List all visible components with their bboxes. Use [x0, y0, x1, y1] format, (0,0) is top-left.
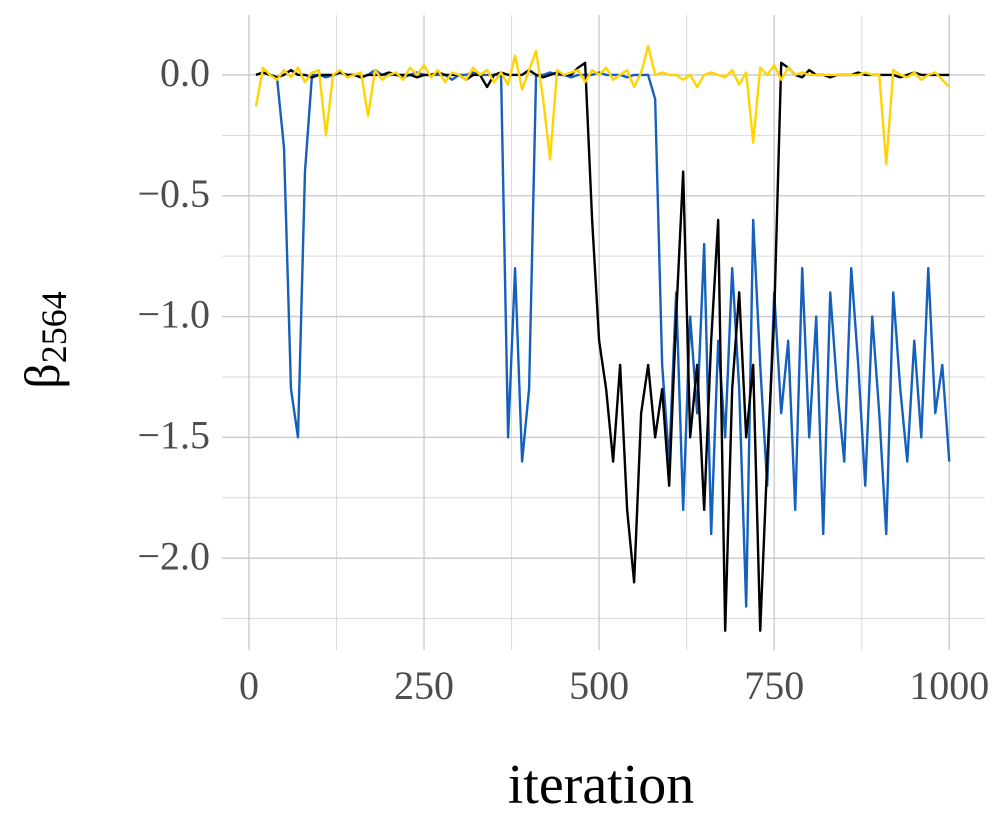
y-tick-label: −1.0 — [137, 292, 210, 337]
y-tick-label: −1.5 — [137, 413, 210, 458]
y-tick-label: −2.0 — [137, 533, 210, 578]
y-tick-label: 0.0 — [160, 50, 210, 95]
x-tick-label: 0 — [239, 663, 259, 708]
trace-line — [255, 61, 950, 632]
x-tick-label: 750 — [744, 663, 804, 708]
y-label-symbol: β — [14, 363, 70, 388]
y-axis-label: β2564 — [14, 291, 74, 388]
trace-line — [254, 44, 951, 166]
trace-line — [255, 68, 951, 608]
x-tick-label: 1000 — [909, 663, 989, 708]
y-tick-label: −0.5 — [137, 171, 210, 216]
x-tick-label: 500 — [569, 663, 629, 708]
x-axis-label: iteration — [508, 754, 695, 816]
x-tick-label: 250 — [394, 663, 454, 708]
y-label-subscript: 2564 — [34, 291, 74, 363]
